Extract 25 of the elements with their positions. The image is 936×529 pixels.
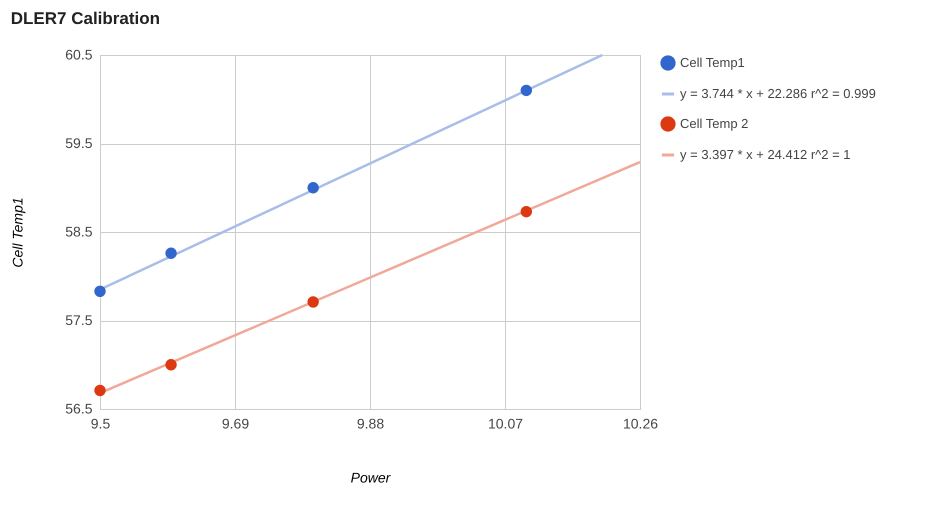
x-tick-label: 9.88: [356, 416, 384, 432]
point: [307, 182, 319, 194]
y-tick-label: 57.5: [65, 312, 93, 328]
legend-label: Cell Temp1: [680, 55, 745, 70]
point: [165, 248, 177, 259]
y-tick-label: 56.5: [65, 400, 93, 416]
x-tick-label: 10.26: [622, 416, 658, 432]
y-tick-label: 60.5: [65, 46, 93, 62]
x-axis-title: Power: [350, 470, 392, 486]
point: [307, 296, 319, 308]
legend-label: Cell Temp 2: [680, 116, 748, 131]
legend-label: y = 3.744 * x + 22.286 r^2 = 0.999: [680, 86, 876, 101]
point: [520, 84, 532, 96]
point: [94, 286, 106, 297]
x-tick-label: 9.5: [90, 416, 110, 432]
x-tick-label: 9.69: [222, 416, 250, 432]
y-tick-label: 58.5: [65, 224, 93, 240]
point: [94, 384, 106, 396]
point: [165, 359, 177, 370]
legend-label: y = 3.397 * x + 24.412 r^2 = 1: [680, 147, 851, 162]
y-axis-title: Cell Temp1: [9, 197, 26, 268]
chart-title: DLER7 Calibration: [10, 9, 160, 28]
y-tick-label: 59.5: [65, 135, 93, 151]
point: [520, 206, 532, 218]
x-tick-label: 10.07: [488, 416, 524, 432]
